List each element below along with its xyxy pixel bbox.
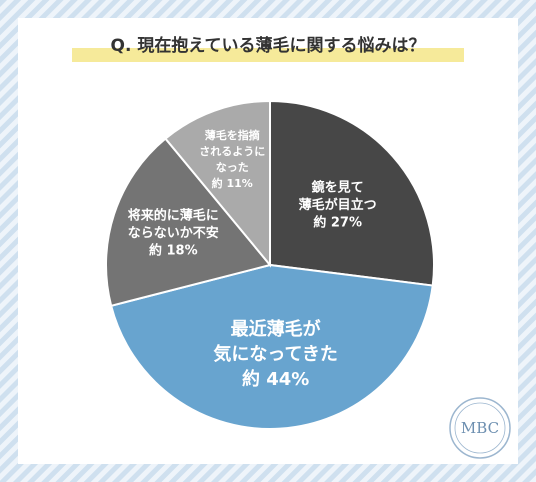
- slice-label: ならないか不安: [128, 225, 219, 241]
- value-label: 約 44%: [242, 368, 309, 390]
- value-label: 約 18%: [149, 243, 198, 259]
- title-highlight: [72, 48, 464, 62]
- slice-label: 薄毛が目立つ: [299, 197, 377, 213]
- logo: MBC: [461, 419, 499, 437]
- slice-label: 最近薄毛が: [231, 318, 321, 340]
- value-label: 約 11%: [212, 176, 253, 190]
- logo-ring: [449, 397, 511, 459]
- value-label: 約 27%: [313, 214, 362, 230]
- slice-label: 薄毛を指摘: [205, 128, 260, 142]
- slice-label: 気になってきた: [213, 343, 338, 365]
- pie-slice: [109, 263, 434, 430]
- slice-label: 鏡を見て: [312, 179, 364, 195]
- slice-label: されるように: [199, 145, 265, 158]
- pie-slice: [269, 99, 435, 287]
- pie-slice: [105, 137, 272, 308]
- chart-title: Q. 現在抱えている薄毛に関する悩みは？: [111, 35, 426, 56]
- slice-label: 将来的に薄毛に: [128, 208, 219, 224]
- slice-label: なった: [216, 161, 249, 174]
- pie-slice: [164, 99, 271, 268]
- logo-ring-inner: [454, 402, 506, 454]
